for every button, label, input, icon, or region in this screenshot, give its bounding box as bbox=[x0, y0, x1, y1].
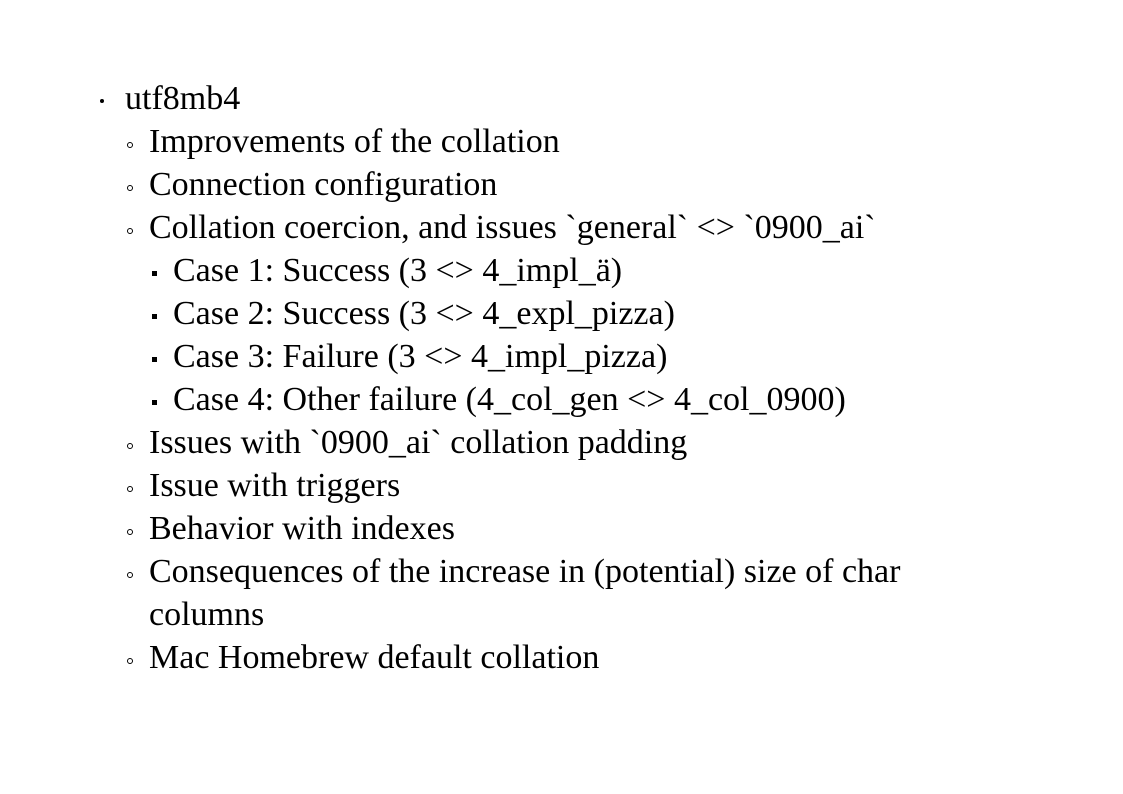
bullet-circle-icon bbox=[127, 228, 133, 234]
list-item-text: Collation coercion, and issues `general`… bbox=[149, 209, 876, 246]
list-item-level2: Improvements of the collation bbox=[0, 120, 1123, 163]
list-item-level2: Behavior with indexes bbox=[0, 507, 1123, 550]
list-item-text: Improvements of the collation bbox=[149, 123, 560, 160]
list-item-level2: Issue with triggers bbox=[0, 464, 1123, 507]
list-item-text: Case 2: Success (3 <> 4_expl_pizza) bbox=[173, 295, 675, 332]
list-item-level2: Consequences of the increase in (potenti… bbox=[0, 550, 1123, 636]
bullet-circle-icon bbox=[127, 486, 133, 492]
list-item-level2: Issues with `0900_ai` collation padding bbox=[0, 421, 1123, 464]
bullet-square-icon bbox=[152, 314, 157, 319]
bullet-circle-icon bbox=[127, 185, 133, 191]
list-item-level3: Case 3: Failure (3 <> 4_impl_pizza) bbox=[0, 335, 1123, 378]
list-item-text: Issues with `0900_ai` collation padding bbox=[149, 424, 688, 461]
bullet-circle-icon bbox=[127, 142, 133, 148]
bullet-circle-icon bbox=[127, 443, 133, 449]
list-item-text: Issue with triggers bbox=[149, 467, 401, 504]
list-item-level2: Connection configuration bbox=[0, 163, 1123, 206]
list-item-text: Behavior with indexes bbox=[149, 510, 455, 547]
bullet-dot-icon bbox=[100, 99, 104, 103]
list-item-text: Case 1: Success (3 <> 4_impl_ä) bbox=[173, 252, 623, 289]
list-item-text: Consequences of the increase in (potenti… bbox=[149, 553, 901, 633]
list-item-level3: Case 1: Success (3 <> 4_impl_ä) bbox=[0, 249, 1123, 292]
bullet-circle-icon bbox=[127, 572, 133, 578]
list-item-level1: utf8mb4 bbox=[0, 77, 1123, 120]
list-item-level2: Mac Homebrew default collation bbox=[0, 636, 1123, 679]
list-item-text: utf8mb4 bbox=[125, 80, 241, 117]
list-item-text: Connection configuration bbox=[149, 166, 498, 203]
list-item-text: Case 4: Other failure (4_col_gen <> 4_co… bbox=[173, 381, 846, 418]
bullet-square-icon bbox=[152, 271, 157, 276]
bullet-square-icon bbox=[152, 400, 157, 405]
outline-list: utf8mb4 Improvements of the collation Co… bbox=[0, 77, 1123, 679]
list-item-level3: Case 2: Success (3 <> 4_expl_pizza) bbox=[0, 292, 1123, 335]
list-item-text: Case 3: Failure (3 <> 4_impl_pizza) bbox=[173, 338, 668, 375]
list-item-level3: Case 4: Other failure (4_col_gen <> 4_co… bbox=[0, 378, 1123, 421]
list-item-text: Mac Homebrew default collation bbox=[149, 639, 600, 676]
list-item-level2: Collation coercion, and issues `general`… bbox=[0, 206, 1123, 249]
bullet-circle-icon bbox=[127, 529, 133, 535]
bullet-square-icon bbox=[152, 357, 157, 362]
bullet-circle-icon bbox=[127, 658, 133, 664]
